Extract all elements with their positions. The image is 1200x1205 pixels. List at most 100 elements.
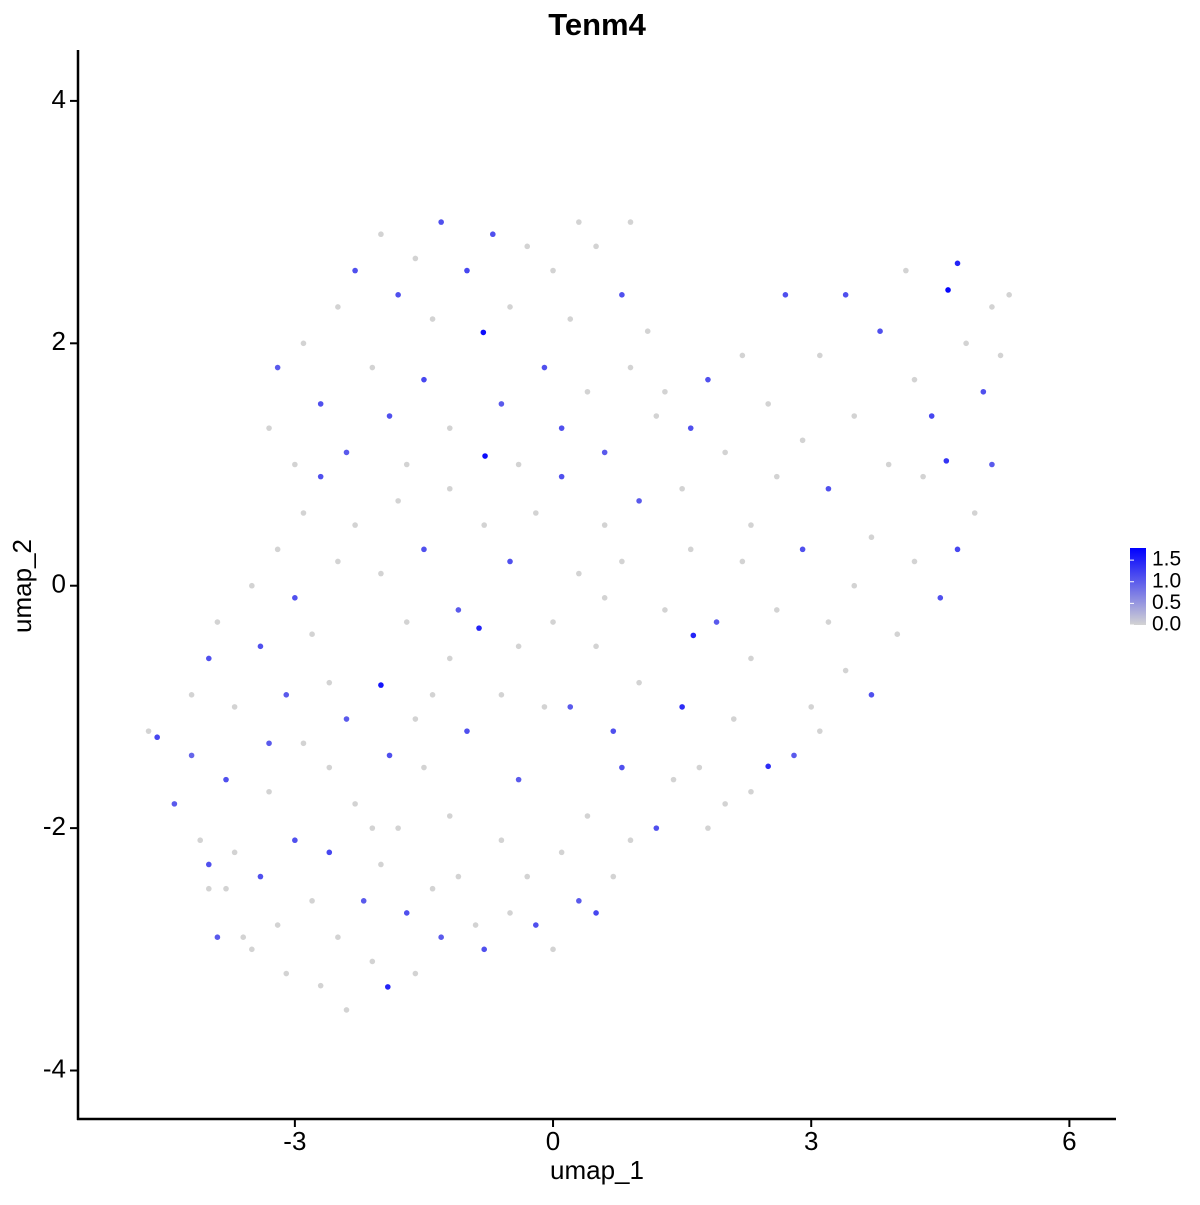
point [464,728,470,734]
point [877,328,883,334]
point [326,679,333,686]
point [705,376,711,383]
point [748,522,754,528]
point [352,801,358,807]
point [601,522,608,528]
point [627,219,634,225]
point [309,631,315,637]
point [817,352,823,359]
point [576,570,582,577]
x-tick-label: 6 [1062,1126,1076,1156]
point [971,510,978,516]
point [171,801,178,807]
point [619,764,625,771]
point [412,255,419,262]
point [653,825,660,831]
colorbar-tick-label: 1.0 [1152,569,1181,592]
point [825,485,832,492]
point [378,682,384,688]
chart-title: Tenm4 [548,7,646,42]
point [541,704,548,710]
point [690,632,697,639]
point [455,873,462,880]
point [480,329,487,336]
point [670,776,677,783]
point [378,570,384,577]
point [257,873,264,880]
point [395,498,401,504]
point [206,885,212,892]
point [481,522,487,528]
point [515,776,522,783]
point [490,231,496,238]
point [533,510,539,516]
point [395,825,401,831]
point [300,510,307,516]
point [300,340,307,347]
point [842,292,849,298]
x-tick-label: 3 [804,1126,818,1156]
point [343,1007,350,1013]
point [317,401,324,407]
point [593,910,599,916]
point [352,267,358,274]
point [748,655,754,662]
y-tick-label: 2 [52,326,66,356]
point [636,679,642,686]
point [791,752,797,759]
point [446,813,453,819]
point [395,292,401,298]
colorbar-tick-label: 0.5 [1152,591,1181,614]
point [326,764,333,771]
point [429,885,436,892]
point [266,425,272,431]
point [507,910,513,916]
point [894,631,901,637]
point [610,728,617,734]
point [421,764,427,771]
point [903,267,909,274]
point [1006,292,1012,298]
point [240,934,247,940]
point [627,837,634,844]
colorbar-tick-label: 0.0 [1152,613,1181,636]
point [481,946,487,953]
point [421,376,427,383]
point [550,946,556,953]
point [765,401,771,407]
point [386,752,393,759]
point [644,328,651,334]
point [292,461,298,468]
point [541,364,548,371]
point [154,734,160,741]
point [429,316,436,322]
point [868,534,875,541]
point [868,691,875,698]
point [498,837,505,844]
point [188,752,195,759]
point [730,716,737,722]
point [507,304,513,310]
x-tick-label: 0 [546,1126,560,1156]
point [782,292,789,298]
point [378,231,384,238]
point [748,788,754,795]
point [464,267,470,274]
point [558,849,565,856]
point [997,352,1004,359]
point [765,763,771,770]
point [257,643,264,650]
point [385,984,391,990]
point [326,849,333,856]
point [722,449,728,456]
point [851,582,858,589]
point [317,473,324,480]
point [386,413,393,419]
point [662,607,668,613]
point [679,704,685,710]
point [954,546,961,553]
point [403,619,410,625]
point [524,873,531,880]
point [808,704,815,710]
